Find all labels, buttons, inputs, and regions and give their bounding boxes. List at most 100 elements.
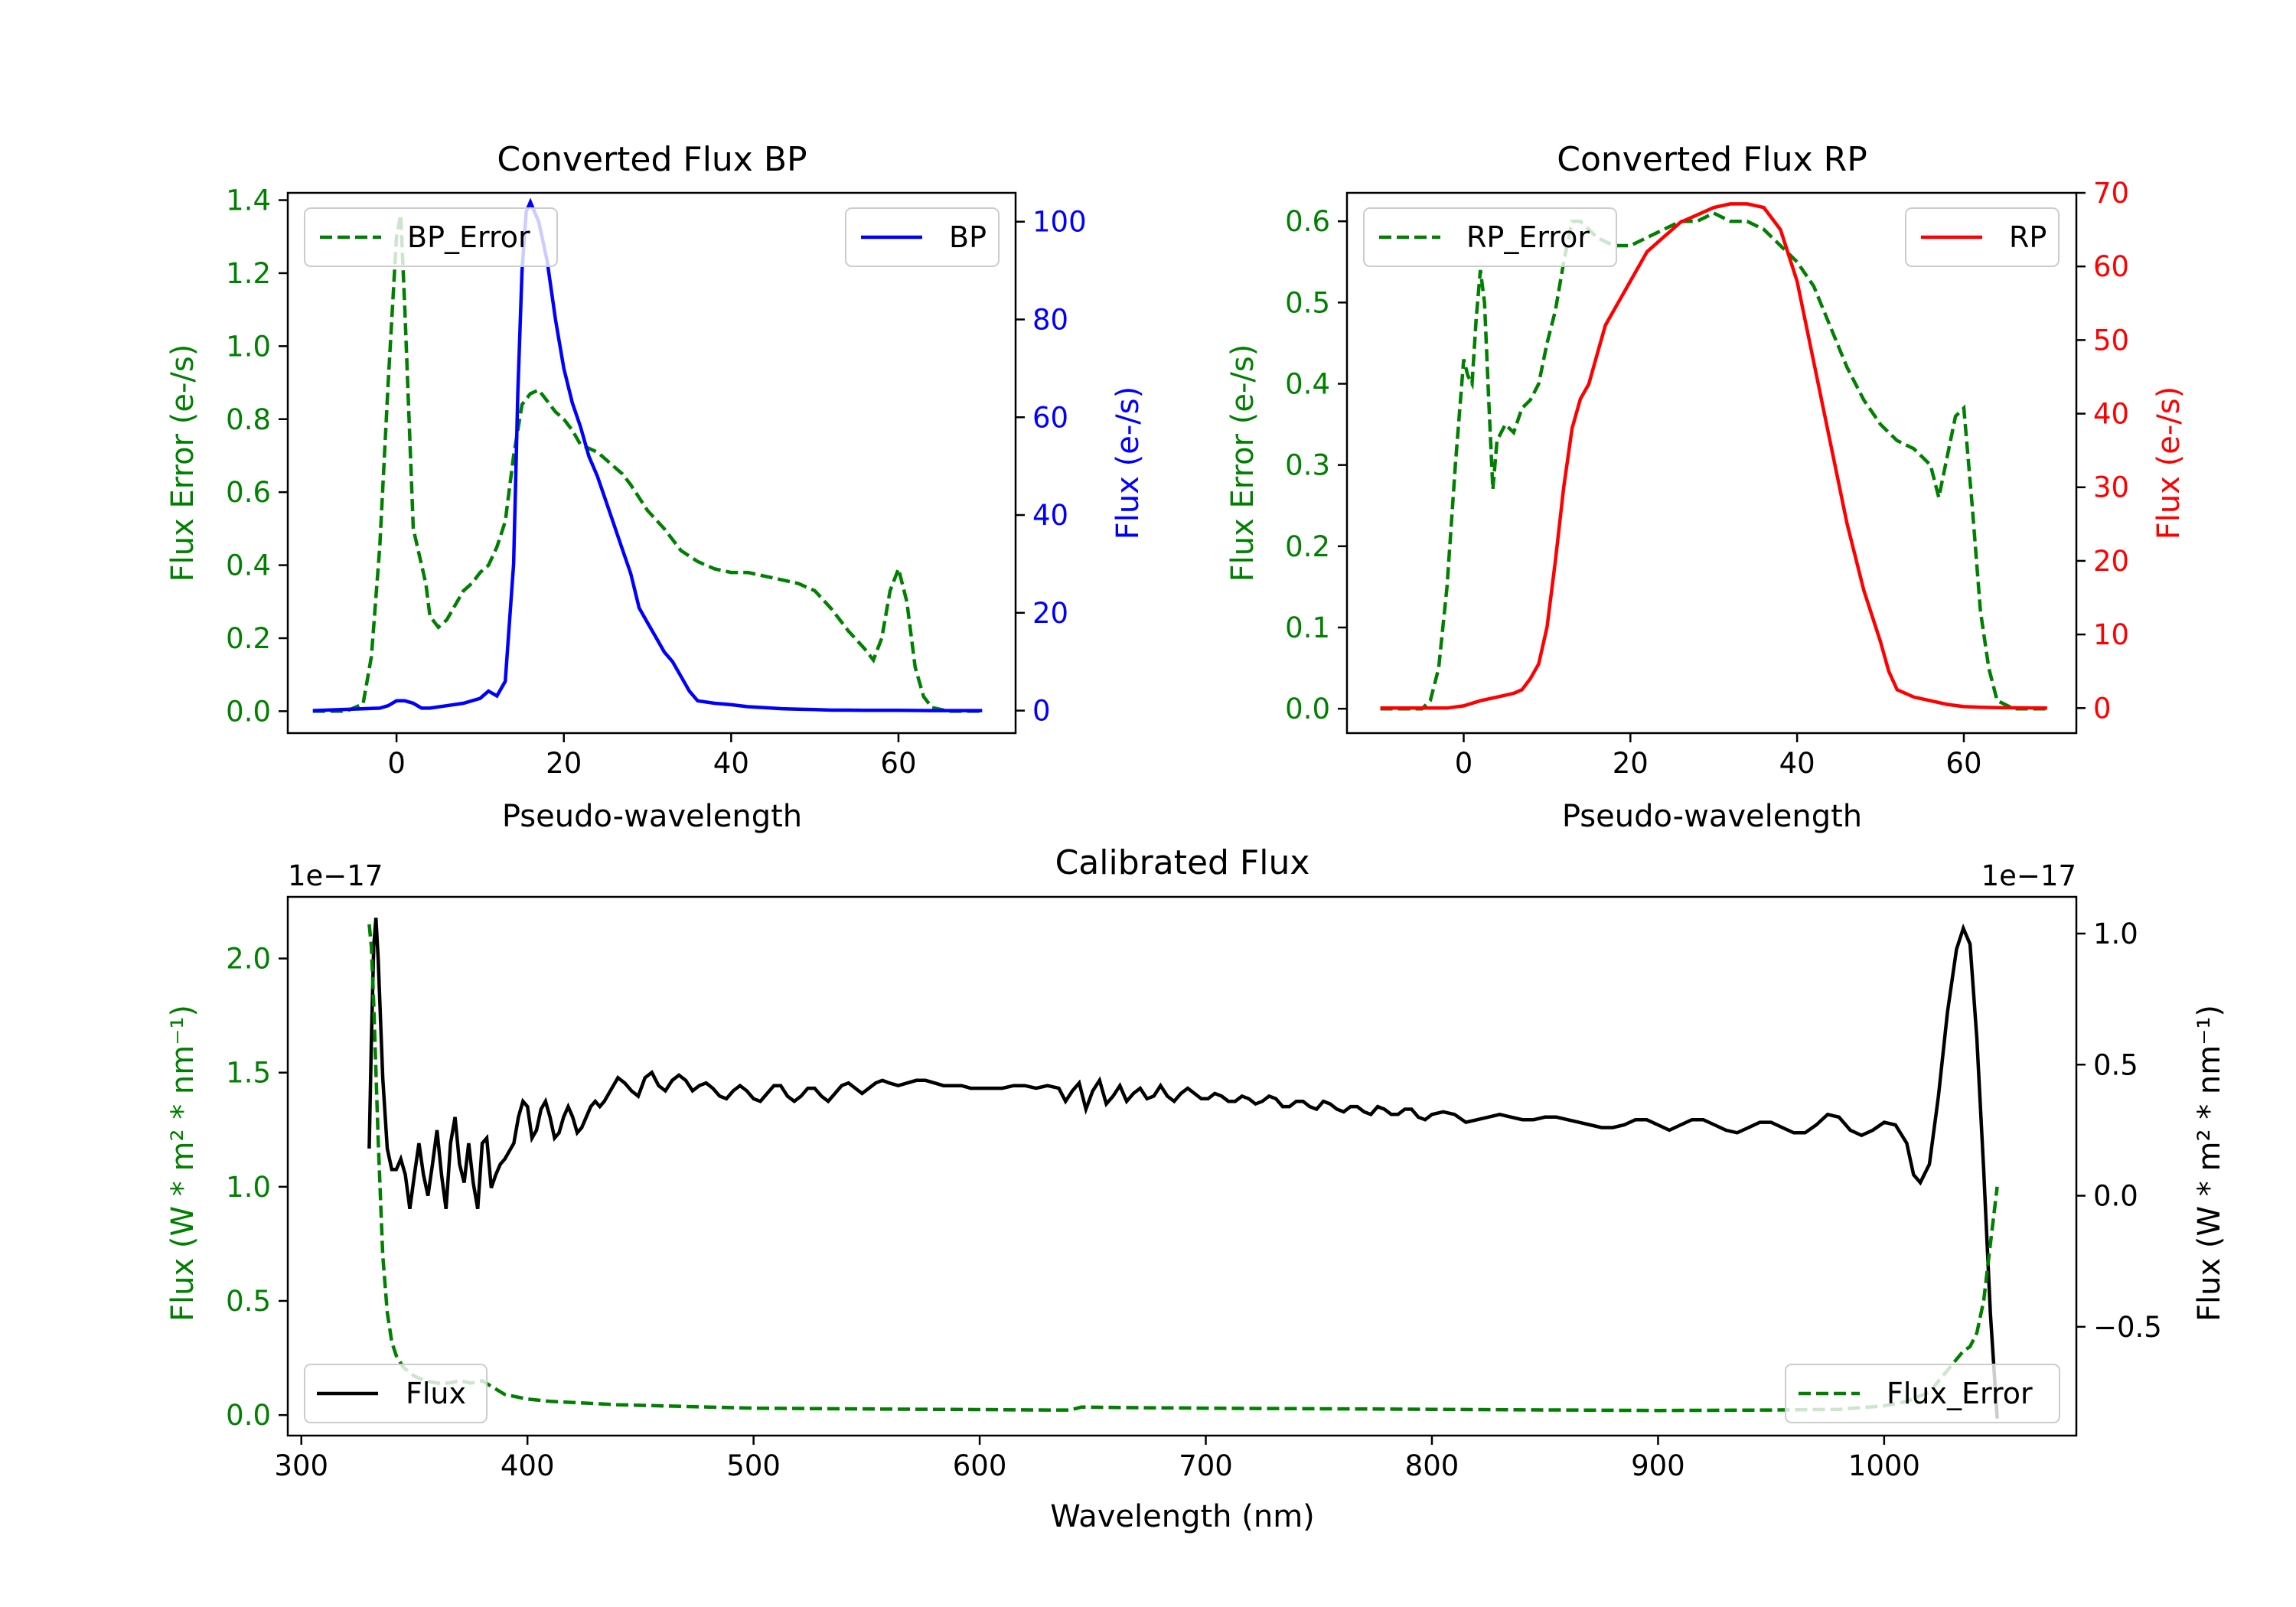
rp-plot-area <box>1380 202 2047 711</box>
rp-legend-left: RP_Error <box>1363 207 1617 267</box>
calibrated-right-tick-label: −0.5 <box>2093 1311 2162 1344</box>
bp-left-tick-label: 0.6 <box>226 476 271 509</box>
rp-legend-error-label: RP_Error <box>1466 220 1590 254</box>
calibrated-right-tick-label: 0.5 <box>2093 1048 2138 1081</box>
rp-right-tick-label: 70 <box>2093 177 2129 210</box>
rp-left-tick-label: 0.4 <box>1285 367 1330 400</box>
calibrated-right-tick-label: 0.0 <box>2093 1180 2138 1213</box>
bp-x-tick-label: 0 <box>387 747 406 780</box>
bp-left-ticks: 0.0 0.2 0.4 0.6 0.8 1.0 1.2 1.4 <box>226 184 288 728</box>
bp-right-tick-label: 80 <box>1032 303 1068 336</box>
calibrated-x-ticks: 300 400 500 600 700 800 900 1000 <box>274 1436 1920 1482</box>
bp-panel: Converted Flux BP 0 20 40 60 0.00.20.40.60.… <box>165 140 1146 834</box>
calibrated-left-tick-label: 1.0 <box>226 1171 271 1204</box>
calibrated-legend-right: Flux_Error <box>1785 1364 2060 1423</box>
calibrated-legend-left: Flux <box>304 1364 488 1423</box>
rp-right-tick-label: 10 <box>2093 618 2129 651</box>
bp-legend-left: BP_Error <box>304 207 558 267</box>
bp-right-tick-label: 20 <box>1032 597 1068 630</box>
calibrated-left-ticks: 0.0 0.5 1.0 1.5 2.0 <box>226 943 288 1432</box>
rp-right-tick-label: 60 <box>2093 250 2129 283</box>
calibrated-flux-line <box>367 918 1999 1419</box>
calibrated-legend-flux-label: Flux <box>406 1377 466 1410</box>
bp-x-ticks: 0 20 40 60 <box>387 733 917 780</box>
calibrated-left-tick-label: 0.5 <box>226 1285 271 1318</box>
calibrated-left-axis-label: Flux (W * m² * nm⁻¹) <box>165 1005 201 1322</box>
calibrated-left-tick-label: 2.0 <box>226 943 271 976</box>
calibrated-x-tick-label: 800 <box>1405 1449 1459 1482</box>
bp-x-tick-label: 20 <box>546 747 582 780</box>
rp-x-tick-label: 20 <box>1613 747 1649 780</box>
bp-left-tick-label: 0.4 <box>226 549 271 582</box>
bp-right-ticks: 0 20 40 60 80 100 <box>1016 206 1087 728</box>
calibrated-x-tick-label: 1000 <box>1848 1449 1920 1482</box>
calibrated-left-tick-label: 0.0 <box>226 1399 271 1432</box>
bp-right-tick-label: 40 <box>1032 499 1068 532</box>
rp-right-tick-label: 40 <box>2093 398 2129 431</box>
calibrated-x-axis-label: Wavelength (nm) <box>1050 1499 1315 1534</box>
rp-right-tick-label: 30 <box>2093 471 2129 504</box>
calibrated-left-tick-label: 1.5 <box>226 1057 271 1090</box>
rp-legend-flux-label: RP <box>2009 220 2047 254</box>
calibrated-right-tick-label: 1.0 <box>2093 918 2138 950</box>
rp-right-ticks: 0 10 20 30 40 50 60 70 <box>2076 177 2129 725</box>
bp-axes-frame <box>286 191 1017 735</box>
calibrated-right-offset: 1e−17 <box>1981 859 2076 892</box>
bp-legend-flux-label: BP <box>949 220 987 254</box>
bp-plot-area <box>312 197 983 713</box>
calibrated-title: Calibrated Flux <box>1055 843 1310 882</box>
bp-x-tick-label: 40 <box>713 747 749 780</box>
rp-right-axis-label: Flux (e-/s) <box>2151 386 2187 539</box>
rp-left-axis-label: Flux Error (e-/s) <box>1225 344 1261 582</box>
rp-x-tick-label: 60 <box>1945 747 1981 780</box>
bp-title: Converted Flux BP <box>497 140 807 179</box>
calibrated-left-offset: 1e−17 <box>288 859 383 892</box>
calibrated-panel: Calibrated Flux 1e−17 1e−17 300 400 500 600… <box>165 843 2227 1534</box>
bp-left-tick-label: 1.4 <box>226 184 271 217</box>
calibrated-legend-right-box <box>1785 1364 2060 1423</box>
rp-legend-left-box <box>1363 207 1617 267</box>
rp-left-tick-label: 0.3 <box>1285 449 1330 482</box>
bp-legend-right: BP <box>845 207 1000 267</box>
rp-left-tick-label: 0.6 <box>1285 205 1330 238</box>
calibrated-x-tick-label: 900 <box>1631 1449 1685 1482</box>
calibrated-x-tick-label: 600 <box>953 1449 1007 1482</box>
rp-title: Converted Flux RP <box>1557 140 1867 179</box>
rp-left-ticks: 0.0 0.1 0.2 0.3 0.4 0.5 0.6 <box>1285 205 1347 725</box>
bp-right-tick-label: 0 <box>1032 695 1051 728</box>
bp-left-tick-label: 0.2 <box>226 622 271 655</box>
calibrated-axes-frame <box>286 895 2078 1437</box>
rp-x-tick-label: 40 <box>1779 747 1815 780</box>
rp-flux-line <box>1380 202 2047 710</box>
calibrated-x-tick-label: 400 <box>501 1449 555 1482</box>
rp-left-tick-label: 0.2 <box>1285 530 1330 563</box>
bp-legend-error-label: BP_Error <box>407 220 530 254</box>
bp-error-line <box>312 214 983 713</box>
rp-right-tick-label: 20 <box>2093 545 2129 578</box>
bp-x-axis-label: Pseudo-wavelength <box>502 799 802 834</box>
rp-x-tick-label: 0 <box>1455 747 1473 780</box>
rp-legend-right: RP <box>1905 207 2060 267</box>
bp-left-tick-label: 0.0 <box>226 695 271 728</box>
bp-right-tick-label: 60 <box>1032 401 1068 434</box>
calibrated-x-tick-label: 500 <box>726 1449 781 1482</box>
rp-x-ticks: 0 20 40 60 <box>1455 733 1982 780</box>
bp-right-axis-label: Flux (e-/s) <box>1110 386 1146 539</box>
bp-left-axis-label: Flux Error (e-/s) <box>165 344 201 582</box>
bp-left-tick-label: 1.0 <box>226 330 271 363</box>
calibrated-x-tick-label: 700 <box>1179 1449 1233 1482</box>
calibrated-x-tick-label: 300 <box>274 1449 328 1482</box>
rp-right-tick-label: 0 <box>2093 692 2112 725</box>
bp-left-tick-label: 1.2 <box>226 257 271 290</box>
rp-x-axis-label: Pseudo-wavelength <box>1562 799 1862 834</box>
rp-left-tick-label: 0.1 <box>1285 611 1330 644</box>
bp-flux-line <box>312 197 983 712</box>
bp-left-tick-label: 0.8 <box>226 403 271 436</box>
rp-right-tick-label: 50 <box>2093 324 2129 357</box>
bp-right-tick-label: 100 <box>1032 206 1087 239</box>
rp-error-line <box>1380 210 2047 711</box>
bp-x-tick-label: 60 <box>880 747 916 780</box>
calibrated-right-axis-label: Flux (W * m² * nm⁻¹) <box>2192 1005 2227 1322</box>
